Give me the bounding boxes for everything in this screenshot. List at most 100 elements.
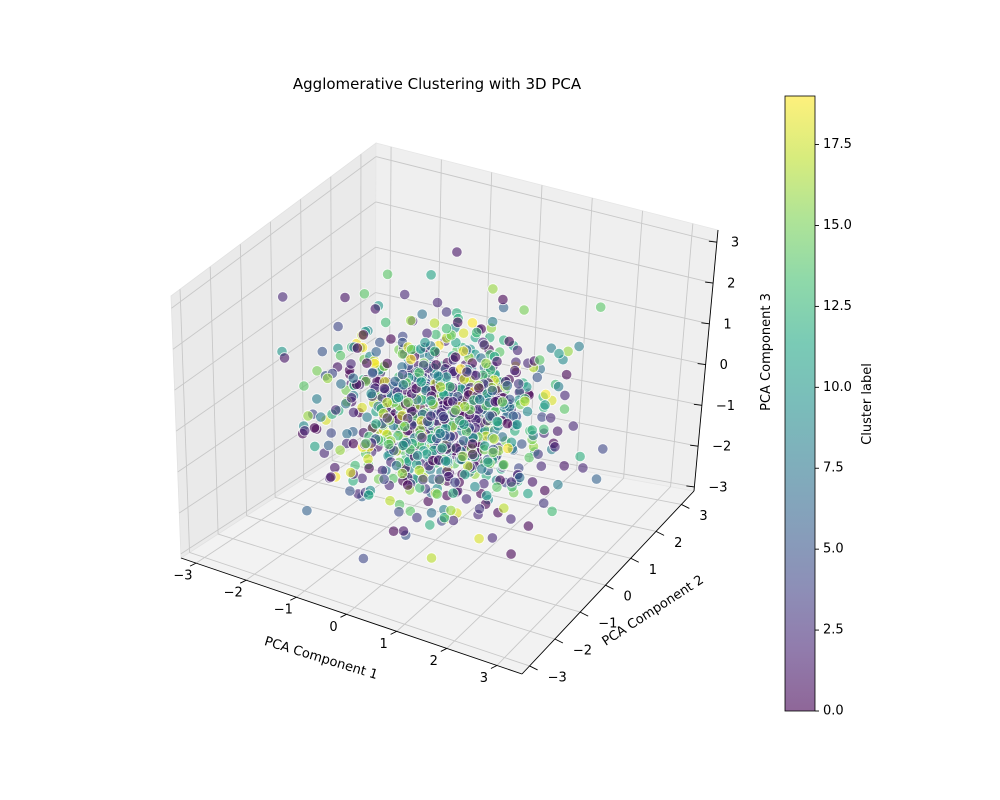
data-point (567, 420, 579, 432)
data-point (457, 450, 469, 462)
data-point (362, 453, 374, 465)
colorbar-tick-label: 7.5 (823, 461, 844, 476)
data-point (361, 411, 373, 423)
data-point (553, 347, 565, 360)
x-gridline-back (670, 223, 694, 487)
y-tick-label: 0 (624, 590, 632, 605)
x-gridline-floor (396, 469, 578, 632)
data-point (325, 427, 337, 439)
data-point (518, 304, 530, 316)
data-point (558, 403, 571, 415)
z-tick-label: 0 (720, 358, 728, 373)
z-tick-label: 3 (731, 236, 739, 251)
y-axis-label: PCA Component 2 (600, 573, 707, 650)
data-point (497, 293, 509, 306)
x-tick-label: 0 (329, 620, 337, 635)
z-gridline-back (375, 156, 717, 243)
colorbar-tick-label: 17.5 (823, 137, 852, 152)
z-gridline-back (375, 246, 710, 325)
data-point (402, 396, 414, 408)
data-point (440, 322, 453, 335)
data-point (405, 314, 417, 327)
x-tick-mark (440, 648, 447, 652)
data-point (438, 512, 450, 524)
data-point (458, 418, 470, 430)
data-point (345, 358, 357, 370)
data-point (519, 395, 531, 407)
data-point (334, 349, 347, 362)
y-tick-mark (579, 611, 589, 617)
data-point (429, 345, 441, 357)
data-point (560, 369, 573, 381)
x-gridline-floor (496, 486, 671, 666)
x-tick-mark (390, 630, 397, 635)
data-point (302, 410, 314, 422)
x-gridline-back (623, 210, 644, 479)
x-gridline-floor (195, 435, 390, 564)
data-point (384, 495, 396, 507)
y-gridline-floor (217, 533, 556, 640)
data-point (339, 291, 351, 304)
y-tick-label: −3 (548, 670, 567, 685)
colorbar-tick-label: 2.5 (823, 623, 844, 638)
data-point (425, 410, 437, 422)
data-point (344, 485, 356, 497)
z-tick-label: 1 (723, 317, 731, 332)
data-point (433, 473, 445, 485)
data-point (574, 450, 586, 463)
y-tick-label: 3 (699, 509, 707, 524)
colorbar-tick-label: 12.5 (823, 299, 852, 314)
data-point (440, 455, 452, 467)
x-tick-label: 1 (379, 637, 387, 652)
data-point (399, 420, 411, 432)
data-point (549, 441, 561, 453)
y-tick-mark (681, 504, 690, 509)
data-point (366, 367, 379, 379)
data-point (460, 493, 472, 505)
data-point (431, 488, 443, 500)
data-point (540, 388, 552, 400)
data-point (335, 378, 347, 390)
data-point (380, 316, 392, 328)
data-point (516, 438, 528, 450)
data-point (397, 439, 409, 451)
data-point (277, 291, 289, 303)
z-axis-line (693, 229, 719, 492)
y-gridline-floor (275, 496, 606, 586)
data-point (501, 417, 513, 430)
data-point (590, 473, 603, 485)
z-gridline-left (171, 156, 377, 309)
data-point (452, 316, 464, 328)
y-tick-mark (630, 557, 639, 563)
x-tick-mark (239, 579, 247, 584)
data-point (425, 269, 437, 281)
data-point (558, 460, 570, 472)
data-point (466, 438, 479, 450)
data-point (378, 473, 390, 485)
data-point (457, 327, 470, 339)
colorbar-tick-label: 15.0 (823, 218, 852, 233)
data-point (381, 396, 393, 409)
y-gridline-floor (189, 552, 530, 667)
data-point (383, 438, 395, 450)
data-point (538, 423, 550, 435)
z-gridline-left (172, 201, 377, 350)
data-point (501, 380, 513, 392)
data-point (522, 520, 535, 532)
data-point (522, 487, 534, 500)
data-point (311, 365, 323, 377)
data-point (526, 476, 539, 488)
y-gridline-left (179, 289, 191, 553)
data-point (511, 344, 524, 356)
data-point (370, 418, 382, 430)
data-point (344, 466, 357, 479)
data-point (451, 246, 463, 258)
x-tick-label: −3 (173, 569, 192, 584)
data-point (416, 308, 428, 320)
z-tick-mark (701, 322, 710, 325)
data-point (321, 372, 334, 384)
data-point (434, 381, 447, 393)
x-tick-mark (290, 596, 297, 601)
